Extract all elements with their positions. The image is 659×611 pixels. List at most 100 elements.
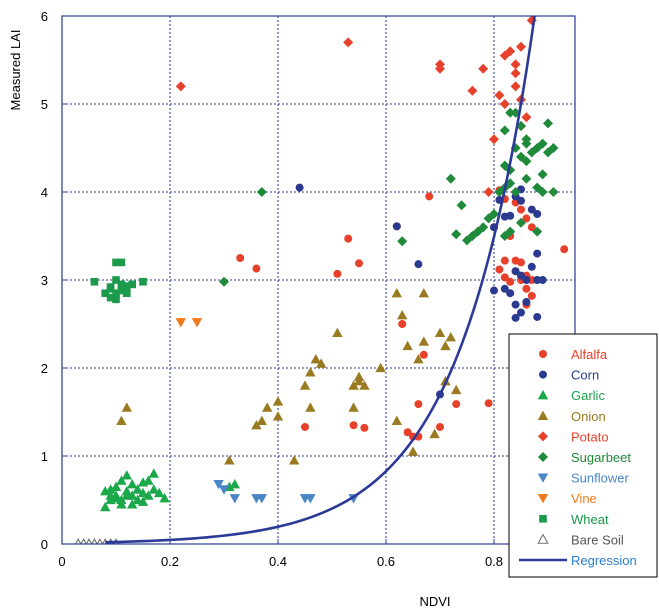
data-point — [272, 411, 284, 421]
legend-item-vine: Vine — [537, 491, 597, 506]
legend-item-alfalfa: Alfalfa — [539, 347, 608, 362]
data-point — [112, 289, 120, 297]
data-point — [310, 354, 321, 364]
legend-label: Corn — [571, 368, 599, 383]
data-point — [506, 211, 515, 220]
data-point — [106, 285, 115, 293]
data-point — [127, 478, 138, 489]
data-point — [484, 399, 493, 408]
data-point — [521, 173, 532, 184]
data-point — [344, 234, 353, 243]
data-point — [349, 421, 358, 430]
legend-label: Sunflower — [571, 471, 629, 486]
legend-marker — [537, 533, 549, 544]
data-point — [522, 284, 531, 293]
data-point — [143, 475, 154, 485]
legend-label: Sugarbeet — [571, 450, 631, 465]
series-potato — [175, 16, 537, 197]
data-point — [305, 402, 316, 412]
data-point — [499, 125, 510, 136]
data-point — [521, 138, 532, 149]
data-point — [112, 258, 120, 267]
data-point — [521, 156, 532, 167]
plot-area — [74, 16, 590, 544]
data-point — [533, 249, 542, 258]
data-point — [548, 143, 559, 153]
legend-marker — [538, 452, 548, 462]
data-point — [139, 277, 147, 286]
data-point — [517, 258, 525, 267]
data-point — [123, 282, 131, 290]
data-point — [137, 487, 149, 498]
data-point — [112, 295, 120, 304]
data-point — [510, 187, 521, 197]
data-point — [483, 187, 494, 197]
data-point — [333, 269, 342, 278]
data-point — [229, 494, 240, 504]
data-point — [538, 276, 547, 284]
data-point — [425, 192, 434, 201]
data-point — [218, 485, 230, 495]
data-point — [117, 286, 126, 295]
data-point — [256, 187, 267, 197]
data-point — [517, 205, 525, 214]
data-point — [402, 340, 413, 351]
data-point — [478, 222, 489, 233]
data-point — [121, 490, 132, 500]
data-point — [348, 380, 359, 390]
data-point — [506, 277, 515, 286]
data-point — [436, 422, 444, 431]
data-point — [121, 402, 132, 412]
data-point — [289, 455, 300, 465]
data-point — [403, 428, 412, 437]
legend-item-corn: Corn — [539, 368, 599, 383]
series-garlic — [100, 468, 240, 512]
data-point — [90, 277, 99, 286]
data-point — [478, 63, 489, 74]
data-point — [348, 402, 359, 412]
data-point — [418, 336, 429, 346]
data-point — [121, 470, 132, 480]
y-axis-label: Measured LAI — [8, 30, 23, 111]
data-point — [510, 68, 521, 79]
data-point — [148, 468, 159, 478]
legend-marker — [539, 350, 547, 358]
data-point — [517, 308, 525, 317]
data-point — [517, 271, 525, 280]
data-point — [148, 484, 159, 494]
legend-marker — [539, 370, 547, 379]
data-point — [137, 496, 149, 506]
data-point — [343, 37, 354, 48]
data-point — [522, 214, 531, 223]
data-point — [440, 340, 451, 351]
data-point — [252, 264, 261, 273]
data-point — [355, 259, 363, 268]
data-point — [117, 258, 126, 267]
data-point — [101, 289, 109, 297]
data-point — [375, 362, 386, 373]
y-tick-label: 2 — [41, 361, 48, 376]
data-point — [100, 501, 111, 512]
legend-marker — [539, 515, 547, 523]
data-point — [533, 312, 542, 321]
x-tick-label: 0.2 — [161, 554, 179, 569]
x-axis-label: NDVI — [419, 594, 450, 609]
series-sugarbeet — [219, 107, 559, 287]
data-point — [116, 415, 127, 425]
data-point — [106, 293, 115, 302]
data-point — [236, 254, 245, 262]
y-tick-label: 0 — [41, 537, 48, 552]
data-point — [510, 81, 521, 92]
data-point — [517, 196, 525, 205]
data-point — [532, 226, 543, 237]
data-point — [582, 245, 590, 253]
data-point — [429, 428, 440, 439]
x-tick-label: 0 — [58, 554, 65, 569]
data-point — [360, 423, 369, 432]
data-point — [316, 358, 327, 368]
data-point — [256, 494, 267, 504]
data-point — [452, 400, 461, 409]
data-point — [116, 475, 127, 485]
data-point — [391, 415, 402, 425]
series-corn — [295, 183, 547, 399]
